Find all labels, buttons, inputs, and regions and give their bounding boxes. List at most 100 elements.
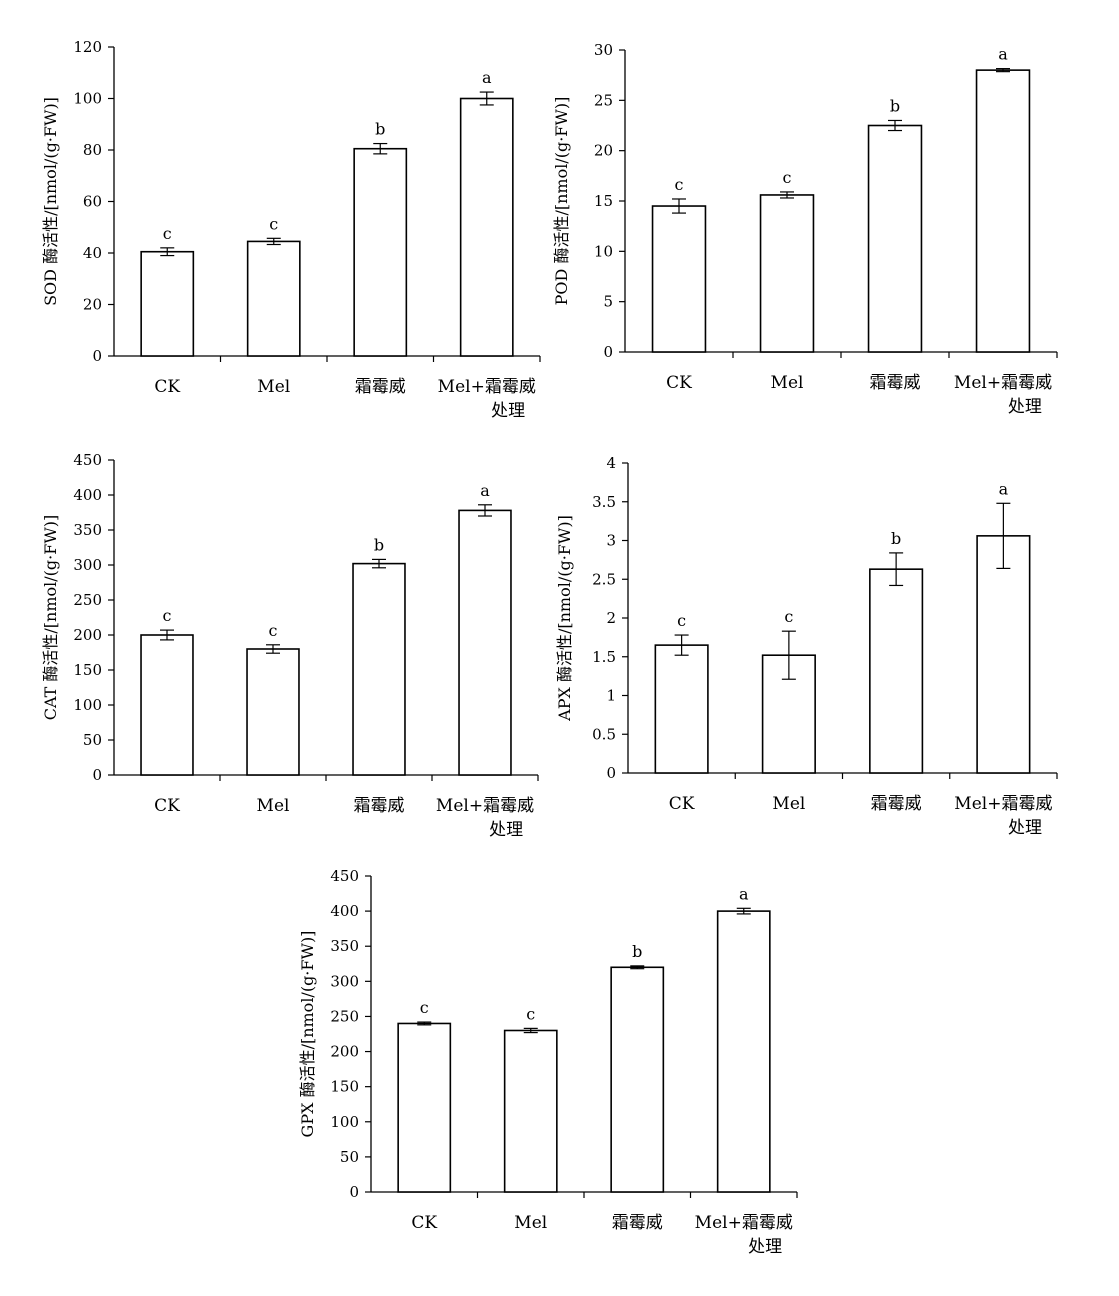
bar <box>246 648 300 776</box>
y-tick-label: 350 <box>330 937 359 955</box>
y-tick-label: 0 <box>606 764 616 782</box>
significance-letter: a <box>999 479 1009 498</box>
significance-letter: a <box>739 884 749 903</box>
y-tick-label: 2 <box>606 609 616 627</box>
x-category-label: Mel+霜霉威 <box>436 796 534 816</box>
bar <box>976 535 1031 774</box>
y-tick-label: 400 <box>330 902 359 920</box>
x-category-label: Mel+霜霉威 <box>438 377 536 397</box>
y-tick-label: 100 <box>73 696 102 714</box>
x-category-label: Mel <box>771 373 804 393</box>
significance-letter: b <box>375 120 385 139</box>
y-tick-label: 20 <box>594 142 613 160</box>
y-tick-label: 0 <box>92 766 102 784</box>
y-tick-label: 30 <box>594 41 613 59</box>
y-tick-label: 40 <box>83 244 102 262</box>
significance-letter: a <box>482 68 492 87</box>
y-tick-label: 3 <box>606 532 616 550</box>
x-category-label: Mel+霜霉威 <box>695 1213 793 1233</box>
y-tick-label: 450 <box>330 867 359 885</box>
y-tick-label: 50 <box>83 731 102 749</box>
bar <box>975 69 1031 353</box>
y-tick-label: 200 <box>73 626 102 644</box>
x-category-label: 处理 <box>1008 818 1042 838</box>
y-axis-title: CAT 酶活性/[nmol/(g·FW)] <box>41 515 60 721</box>
x-category-label: 处理 <box>748 1237 782 1257</box>
bar <box>352 562 406 776</box>
bar <box>869 568 924 774</box>
y-tick-label: 15 <box>594 192 613 210</box>
y-tick-label: 100 <box>73 90 102 108</box>
y-tick-label: 0 <box>603 343 613 361</box>
bar <box>140 250 195 357</box>
pod-chart: 0 5 10 15 20 25 30 POD 酶活性/[nmol/(g·FW)] c CK c Mel… <box>552 41 1058 417</box>
significance-letter: b <box>891 529 901 548</box>
y-tick-label: 80 <box>83 141 102 159</box>
bar <box>651 205 707 353</box>
x-category-label: Mel+霜霉威 <box>954 373 1052 393</box>
significance-letter: c <box>269 214 278 233</box>
x-category-label: Mel <box>514 1213 547 1233</box>
y-tick-label: 0 <box>349 1183 359 1201</box>
y-tick-label: 250 <box>73 591 102 609</box>
y-tick-label: 50 <box>340 1148 359 1166</box>
x-category-label: 处理 <box>491 401 525 421</box>
significance-letter: a <box>480 481 490 500</box>
y-tick-label: 0 <box>92 347 102 365</box>
y-tick-label: 150 <box>330 1078 359 1096</box>
x-category-label: CK <box>666 373 692 393</box>
y-tick-label: 5 <box>603 293 613 311</box>
y-tick-label: 10 <box>594 242 613 260</box>
significance-letter: c <box>269 621 278 640</box>
x-category-label: Mel <box>257 377 290 397</box>
significance-letter: b <box>632 942 642 961</box>
y-tick-label: 4 <box>606 454 616 472</box>
bar <box>353 147 408 357</box>
y-tick-label: 2.5 <box>592 570 616 588</box>
y-axis-title: GPX 酶活性/[nmol/(g·FW)] <box>298 931 317 1138</box>
x-category-label: 霜霉威 <box>870 373 921 393</box>
x-category-label: Mel <box>772 794 805 814</box>
y-axis-title: APX 酶活性/[nmol/(g·FW)] <box>555 515 574 722</box>
x-category-label: 处理 <box>1008 397 1042 417</box>
significance-letter: c <box>420 998 429 1017</box>
y-tick-label: 300 <box>73 556 102 574</box>
x-category-label: CK <box>154 796 180 816</box>
bar <box>654 644 709 774</box>
bar <box>458 509 512 776</box>
sod-chart: 0 20 40 60 80 100 120 SOD 酶活性/[nmol/(g·FW)] c CK c… <box>41 38 541 421</box>
significance-letter: c <box>163 606 172 625</box>
bar <box>397 1022 452 1193</box>
x-category-label: 霜霉威 <box>871 794 922 814</box>
y-tick-label: 250 <box>330 1007 359 1025</box>
x-category-label: CK <box>154 377 180 397</box>
bar <box>716 910 771 1193</box>
significance-letter: c <box>677 611 686 630</box>
significance-letter: c <box>783 168 792 187</box>
significance-letter: b <box>374 535 384 554</box>
y-tick-label: 200 <box>330 1043 359 1061</box>
cat-chart: 0 50 100 150 200 250 300 350 400 450 CAT 酶活性/[nmol… <box>41 451 539 840</box>
bar <box>503 1029 558 1193</box>
bar <box>759 194 815 353</box>
y-tick-label: 25 <box>594 91 613 109</box>
x-category-label: 霜霉威 <box>612 1213 663 1233</box>
y-tick-label: 1 <box>606 687 616 705</box>
bar <box>867 124 923 353</box>
y-tick-label: 60 <box>83 193 102 211</box>
y-axis-title: SOD 酶活性/[nmol/(g·FW)] <box>41 97 60 306</box>
y-tick-label: 150 <box>73 661 102 679</box>
x-category-label: 处理 <box>489 820 523 840</box>
gpx-chart: 0 50 100 150 200 250 300 350 400 450 GPX 酶活性/[nmol… <box>298 867 798 1257</box>
y-tick-label: 3.5 <box>592 493 616 511</box>
bar <box>610 966 665 1193</box>
x-category-label: CK <box>669 794 695 814</box>
y-tick-label: 120 <box>73 38 102 56</box>
y-tick-label: 450 <box>73 451 102 469</box>
x-category-label: CK <box>411 1213 437 1233</box>
y-tick-label: 1.5 <box>592 648 616 666</box>
y-tick-label: 400 <box>73 486 102 504</box>
x-category-label: 霜霉威 <box>355 377 406 397</box>
y-tick-label: 0.5 <box>592 725 616 743</box>
